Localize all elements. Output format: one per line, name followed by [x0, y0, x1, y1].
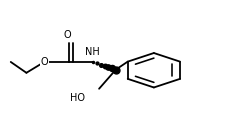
- Text: HO: HO: [70, 93, 85, 103]
- Text: NH: NH: [85, 47, 100, 57]
- Text: O: O: [40, 57, 48, 67]
- Text: O: O: [64, 30, 72, 40]
